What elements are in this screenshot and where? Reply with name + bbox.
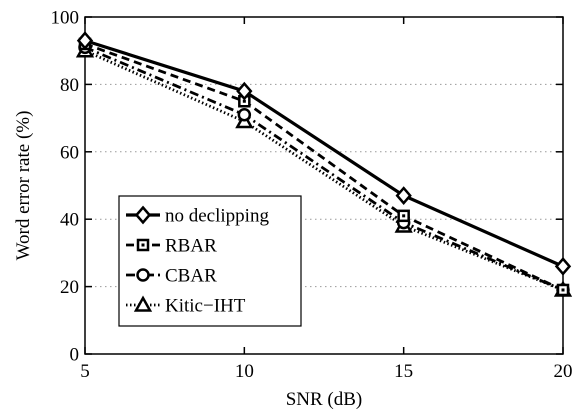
legend-item: no declipping bbox=[126, 206, 269, 227]
triangle-marker bbox=[133, 295, 153, 312]
y-tick-label: 40 bbox=[60, 210, 79, 231]
series-0 bbox=[76, 31, 572, 276]
legend-label: no declipping bbox=[165, 206, 269, 227]
legend-label: Kitic−IHT bbox=[165, 296, 246, 317]
x-tick-label: 15 bbox=[394, 361, 413, 382]
x-tick-label: 20 bbox=[554, 361, 573, 382]
series-lines bbox=[75, 31, 573, 297]
series-line bbox=[84, 39, 564, 268]
legend-item: Kitic−IHT bbox=[126, 295, 246, 317]
legend-item: RBAR bbox=[126, 236, 217, 257]
legend-label: CBAR bbox=[165, 266, 217, 287]
x-axis-label: SNR (dB) bbox=[286, 389, 363, 410]
plot-area-frame bbox=[84, 16, 564, 355]
diamond-marker bbox=[76, 31, 94, 50]
circle-marker bbox=[237, 107, 252, 122]
diamond-marker bbox=[134, 205, 152, 225]
diamond-marker bbox=[554, 256, 572, 276]
diamond-marker bbox=[395, 186, 412, 206]
square-marker-center bbox=[141, 243, 145, 247]
x-tick-label: 5 bbox=[80, 361, 90, 382]
y-tick-label: 0 bbox=[70, 345, 80, 366]
y-tick-label: 60 bbox=[60, 142, 79, 163]
y-tick-label: 100 bbox=[51, 8, 80, 29]
series-line bbox=[84, 46, 564, 292]
series-line bbox=[84, 42, 564, 292]
square-marker-center bbox=[242, 99, 246, 103]
square-marker-center bbox=[561, 288, 565, 292]
legend-item: CBAR bbox=[126, 266, 217, 287]
y-tick-label: 80 bbox=[60, 75, 79, 96]
axis-ticks: 0 20 40 60 80 100 5 10 15 20 bbox=[51, 8, 573, 383]
legend-label: RBAR bbox=[165, 236, 217, 257]
circle-marker bbox=[136, 268, 150, 282]
legend-box bbox=[118, 195, 302, 327]
y-tick-label: 20 bbox=[60, 277, 79, 298]
x-tick-label: 10 bbox=[235, 361, 254, 382]
diamond-marker bbox=[236, 81, 253, 101]
y-axis-label: Word error rate (%) bbox=[13, 111, 34, 261]
square-marker-center bbox=[402, 214, 406, 218]
legend: no declipping RBAR CBAR Kitic−IHT bbox=[118, 195, 302, 327]
